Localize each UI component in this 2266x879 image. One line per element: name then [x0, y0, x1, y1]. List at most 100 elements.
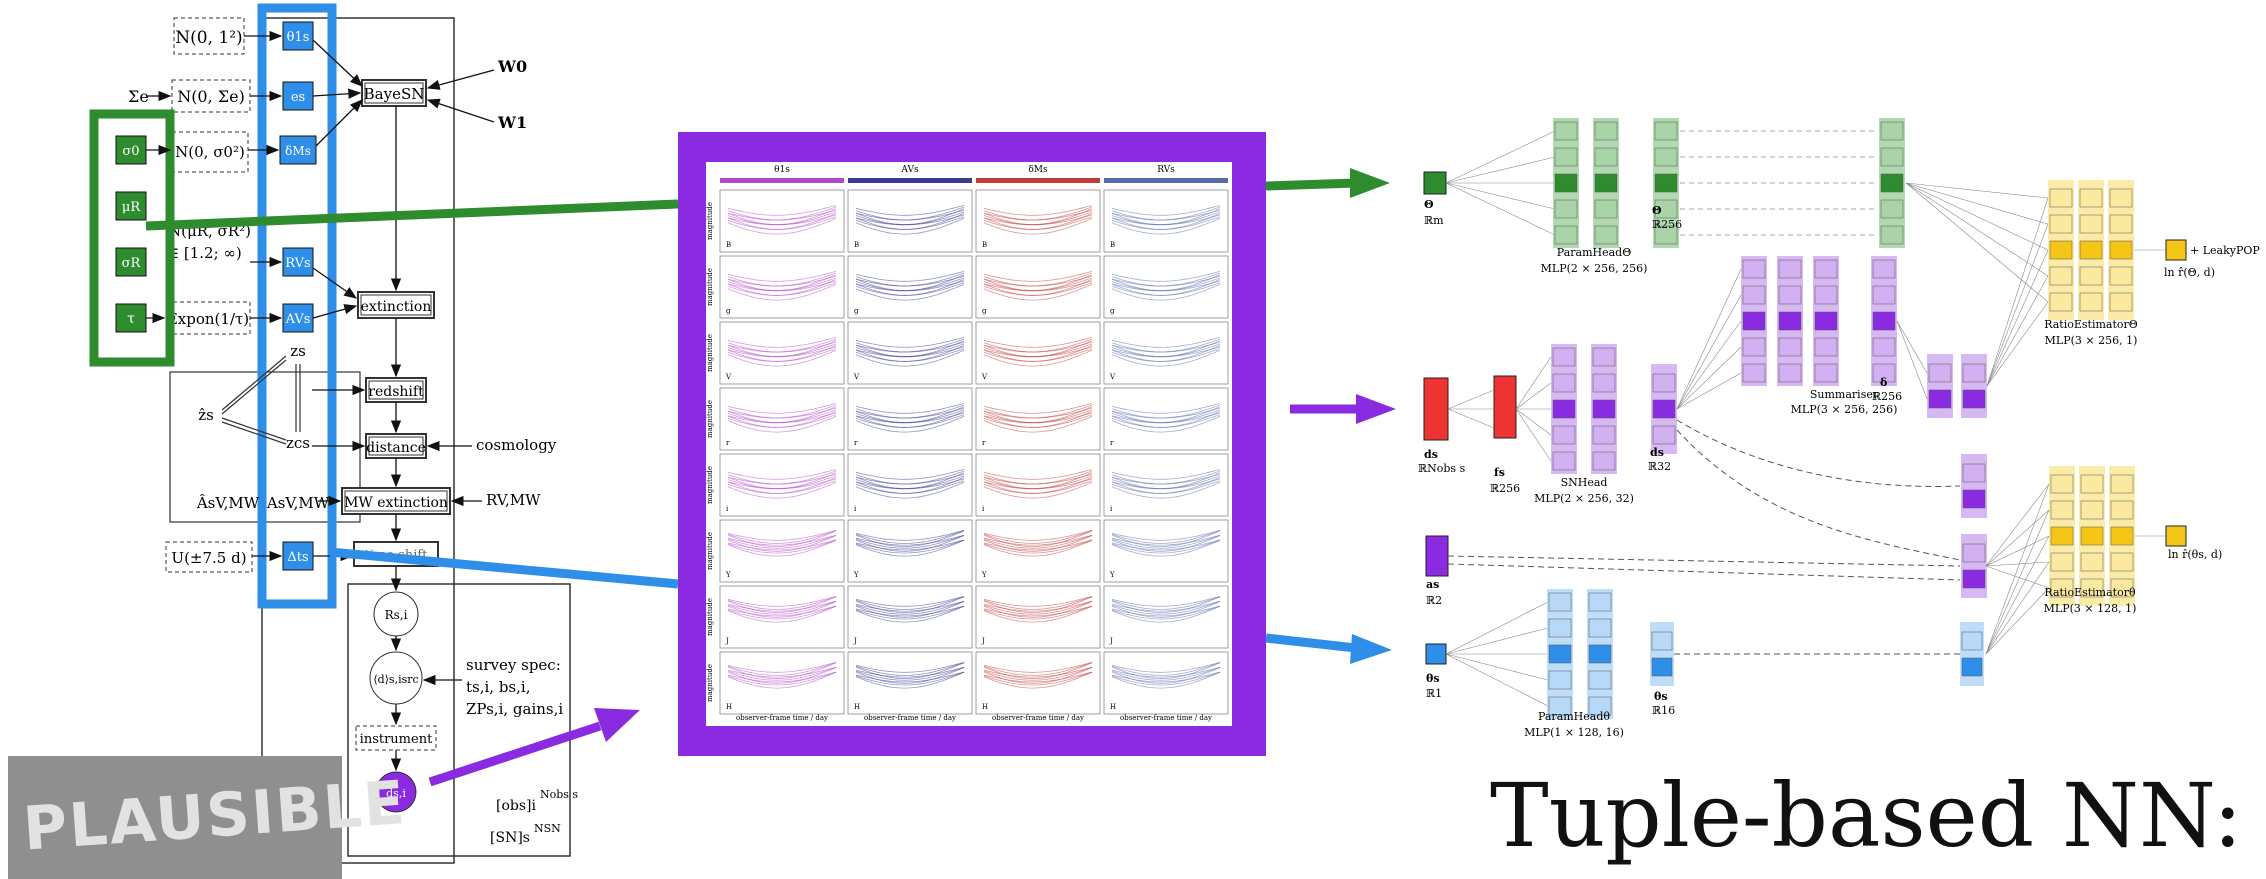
w0-label: W0 — [497, 57, 527, 76]
y-axis-label: magnitude — [706, 664, 714, 702]
lightcurve-trace — [983, 539, 1093, 557]
lightcurve-trace — [983, 414, 1093, 428]
colorbar — [1104, 178, 1228, 183]
lightcurve-trace — [727, 667, 837, 681]
ahat-label: ÂsV,MW — [196, 494, 260, 512]
delta-concat-b — [1961, 354, 1987, 418]
band-label: i — [982, 505, 985, 513]
lightcurve-trace — [983, 349, 1093, 367]
blue-arrow-head — [1350, 634, 1392, 664]
lightcurve-trace — [855, 662, 965, 676]
theta-input-node — [1423, 171, 1447, 195]
svg-text:RVs: RVs — [285, 256, 310, 271]
connection — [1515, 408, 1552, 462]
theta-out-dim: ℝ256 — [1652, 218, 1682, 231]
lightcurve-trace — [727, 271, 837, 282]
lightcurve-subpanel — [1103, 321, 1229, 385]
band-label: H — [1110, 703, 1116, 711]
lightcurve-trace — [727, 662, 837, 673]
ds-dim: ℝ32 — [1648, 460, 1671, 473]
lightcurve-trace — [855, 205, 965, 216]
ratio-theta-mlp: MLP(3 × 256, 1) — [2045, 334, 2138, 347]
leaky-pop-label: + LeakyPOP — [2190, 244, 2260, 257]
lightcurve-subpanel — [847, 453, 973, 517]
summariser-l2 — [1777, 256, 1803, 386]
zhat-label: ẑs — [198, 406, 214, 424]
svg-text:MW extinction: MW extinction — [344, 495, 448, 511]
x-axis-label: observer-frame time / day — [992, 714, 1084, 722]
connection — [1445, 130, 1556, 184]
svg-text:instrument: instrument — [360, 732, 433, 747]
connection — [1445, 182, 1556, 210]
node-av: AVs — [282, 303, 314, 333]
band-label: Y — [853, 571, 859, 579]
lightcurve-trace — [855, 601, 965, 615]
lightcurve-trace — [983, 539, 1093, 554]
lightcurve-trace — [1111, 282, 1221, 296]
box-distance: distance — [365, 433, 427, 459]
theta-out-label: Θ — [1652, 204, 1662, 217]
node-dt: Δts — [282, 541, 314, 571]
lightcurve-trace — [727, 346, 837, 358]
lightcurve-trace — [855, 596, 965, 607]
connection — [1985, 483, 2050, 567]
svg-text:⟨d⟩s,isrc: ⟨d⟩s,isrc — [373, 673, 418, 686]
svg-text:redshift: redshift — [368, 384, 424, 400]
y-axis-label: magnitude — [706, 268, 714, 306]
lightcurve-trace — [727, 530, 837, 544]
lightcurve-trace — [855, 671, 965, 686]
connection — [1896, 320, 1928, 374]
a-concat — [1961, 534, 1987, 598]
lightcurve-trace — [983, 535, 1093, 549]
lightcurve-trace — [1111, 539, 1221, 554]
lightcurve-trace — [983, 214, 1093, 226]
delta-layer — [1871, 256, 1897, 386]
svg-text:N(0, 1²): N(0, 1²) — [175, 28, 242, 48]
connection — [1985, 509, 2050, 655]
svg-text:distance: distance — [366, 440, 426, 456]
theta-s-input-node — [1425, 643, 1447, 665]
snhead-label: SNHead — [1561, 476, 1608, 489]
summariser-l3 — [1813, 256, 1839, 386]
lightcurve-trace — [727, 337, 837, 348]
connection — [1515, 408, 1552, 436]
lightcurve-trace — [1111, 539, 1221, 557]
connection — [1445, 601, 1549, 655]
connection — [1985, 561, 2050, 655]
lightcurve-trace — [1111, 596, 1221, 607]
lightcurve-trace — [855, 407, 965, 419]
lightcurve-trace — [727, 341, 837, 353]
node-r-circle: Rs,i — [373, 591, 419, 637]
connection — [1905, 182, 2049, 277]
lightcurve-subpanel — [719, 189, 845, 253]
f-dim: ℝ256 — [1490, 482, 1520, 495]
lightcurve-trace — [1111, 214, 1221, 226]
lightcurve-trace — [727, 214, 837, 226]
lightcurve-trace — [727, 282, 837, 296]
lightcurve-trace — [855, 283, 965, 301]
lightcurve-trace — [1111, 666, 1221, 678]
band-label: r — [982, 439, 986, 447]
theta-s-out-label: θs — [1654, 690, 1668, 703]
connection — [1676, 320, 1742, 410]
svg-text:Expon(1/τ): Expon(1/τ) — [167, 310, 249, 328]
lightcurve-trace — [983, 596, 1093, 607]
connection — [1445, 627, 1549, 655]
lightcurve-trace — [855, 414, 965, 428]
connection — [1447, 408, 1495, 429]
lightcurve-trace — [855, 412, 965, 424]
connection — [1905, 182, 2049, 251]
lightcurve-trace — [983, 283, 1093, 301]
lightcurve-trace — [727, 349, 837, 367]
lightcurve-subpanel — [719, 255, 845, 319]
obs-plate — [347, 583, 571, 857]
band-label: g — [854, 307, 859, 315]
lightcurve-trace — [727, 205, 837, 216]
lightcurve-trace — [727, 412, 837, 424]
box-instrument: instrument — [355, 725, 437, 751]
lightcurve-trace — [1111, 283, 1221, 301]
theta-input-dim: ℝm — [1424, 214, 1444, 227]
connection — [1676, 268, 1742, 410]
lightcurve-trace — [1111, 341, 1221, 353]
